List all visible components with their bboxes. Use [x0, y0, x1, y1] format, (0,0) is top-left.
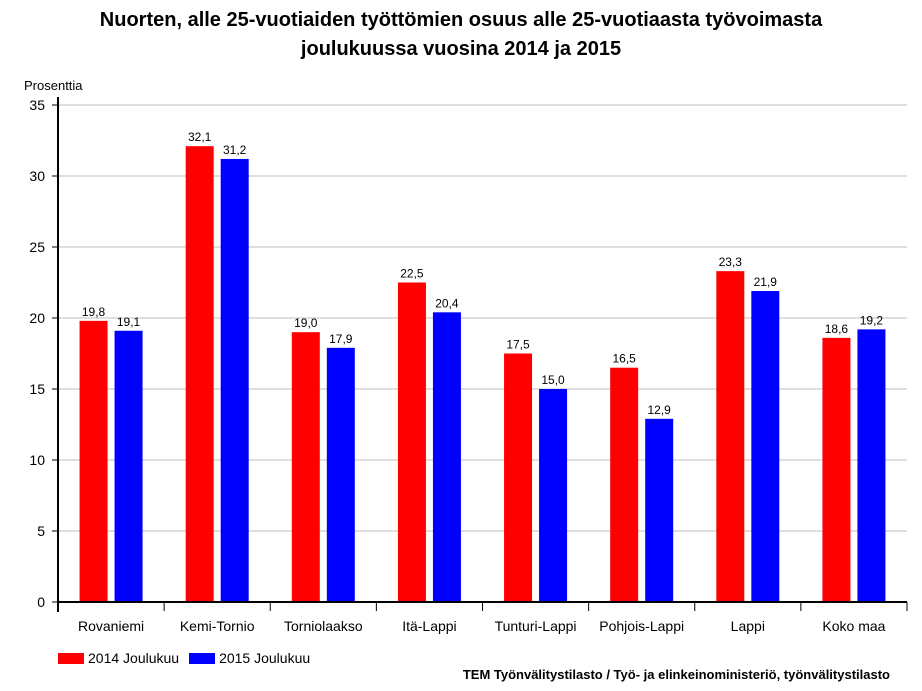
data-label: 17,5: [506, 338, 530, 352]
data-label: 19,1: [117, 315, 141, 329]
bar-2014: [291, 332, 320, 602]
y-axis-label: Prosenttia: [24, 78, 83, 93]
legend-swatch-2014: [58, 652, 84, 664]
data-label: 15,0: [541, 373, 565, 387]
y-tick-label: 35: [29, 97, 45, 113]
data-label: 16,5: [613, 352, 637, 366]
y-tick-label: 0: [37, 594, 45, 610]
data-label: 12,9: [648, 403, 672, 417]
x-tick-label: Torniolaakso: [284, 618, 363, 634]
legend-swatch-2015: [189, 652, 216, 664]
y-tick-label: 20: [29, 310, 45, 326]
y-tick-label: 15: [29, 381, 45, 397]
chart-title-line-1: Nuorten, alle 25-vuotiaiden työttömien o…: [99, 9, 823, 31]
chart-title-line-2: joulukuussa vuosina 2014 ja 2015: [300, 38, 622, 60]
data-label: 22,5: [400, 267, 424, 281]
bar-2015: [432, 312, 461, 602]
y-tick-label: 10: [29, 452, 45, 468]
y-tick-label: 5: [37, 523, 45, 539]
bar-2014: [610, 367, 639, 602]
data-label: 17,9: [329, 332, 353, 346]
legend-item-2015: 2015 Joulukuu: [189, 650, 310, 666]
legend-label-2015: 2015 Joulukuu: [219, 650, 311, 666]
data-label: 21,9: [754, 275, 778, 289]
bar-2015: [751, 291, 780, 602]
bar-2014: [504, 353, 533, 602]
bar-2014: [716, 271, 745, 602]
x-tick-label: Rovaniemi: [78, 618, 144, 634]
data-label: 20,4: [435, 296, 459, 310]
data-label: 19,0: [294, 316, 318, 330]
data-label: 23,3: [719, 255, 743, 269]
source-note: TEM Työnvälitystilasto / Työ- ja elinkei…: [462, 667, 890, 682]
bar-2015: [220, 158, 249, 602]
x-tick-label: Lappi: [731, 618, 765, 634]
x-tick-label: Tunturi-Lappi: [495, 618, 577, 634]
data-label: 19,2: [860, 313, 884, 327]
y-tick-label: 30: [29, 168, 45, 184]
bar-2014: [822, 337, 851, 602]
bar-2015: [326, 347, 355, 602]
bar-2015: [539, 389, 568, 602]
legend-item-2014: 2014 Joulukuu: [58, 650, 179, 666]
bar-2015: [114, 330, 143, 602]
y-tick-label: 25: [29, 239, 45, 255]
data-label: 31,2: [223, 143, 247, 157]
bar-2014: [79, 320, 108, 602]
bar-2014: [185, 146, 214, 602]
x-tick-label: Kemi-Tornio: [180, 618, 255, 634]
data-label: 18,6: [825, 322, 849, 336]
x-tick-label: Itä-Lappi: [402, 618, 456, 634]
bar-2015: [857, 329, 886, 602]
chart-title: Nuorten, alle 25-vuotiaiden työttömien o…: [0, 6, 922, 64]
x-tick-label: Koko maa: [822, 618, 885, 634]
legend-label-2014: 2014 Joulukuu: [88, 650, 180, 666]
legend: 2014 Joulukuu 2015 Joulukuu: [58, 650, 320, 666]
bar-2015: [645, 418, 674, 602]
bar-2014: [397, 282, 426, 602]
x-tick-label: Pohjois-Lappi: [599, 618, 684, 634]
data-label: 19,8: [82, 305, 106, 319]
data-label: 32,1: [188, 130, 212, 144]
